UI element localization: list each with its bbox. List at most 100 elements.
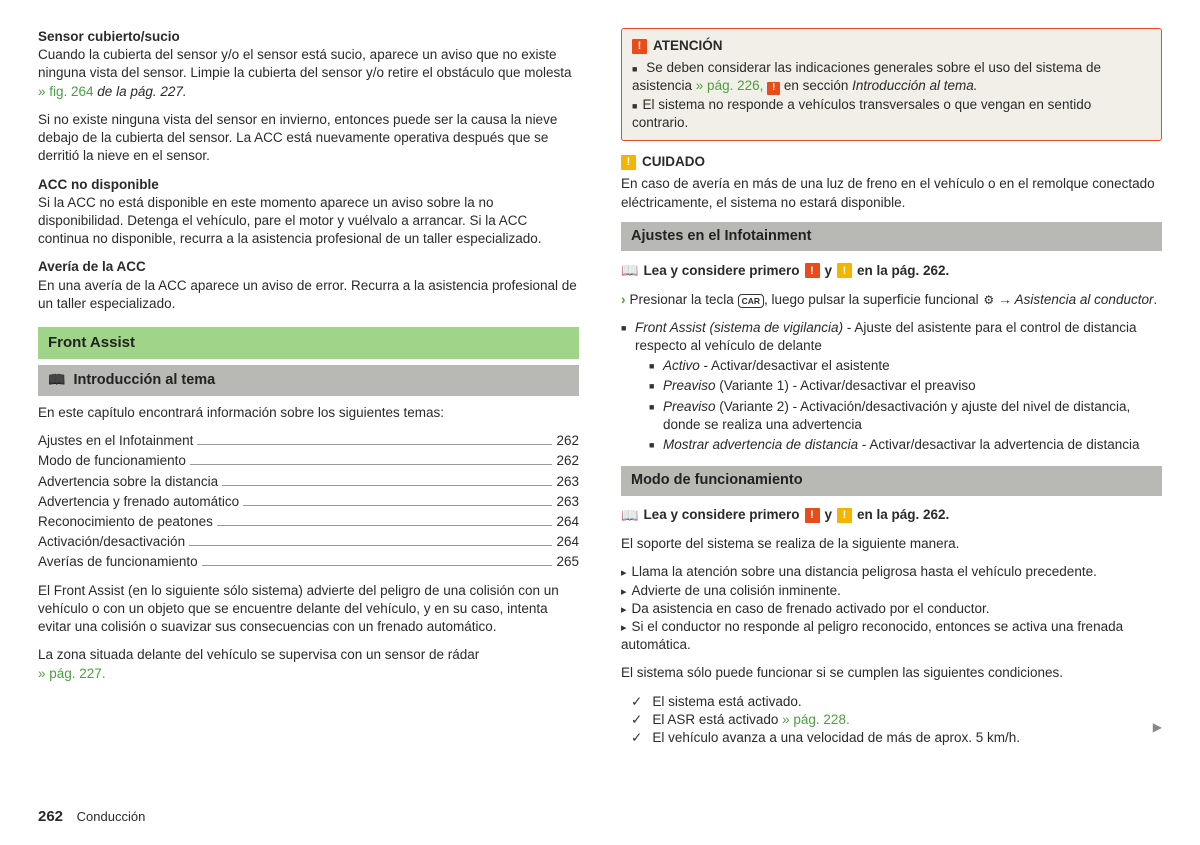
toc-page: 264 — [556, 533, 579, 551]
car-key-icon: CAR — [738, 294, 764, 308]
text: de la pág. 227. — [94, 84, 187, 99]
toc-row[interactable]: Activación/desactivación264 — [38, 533, 579, 551]
list-item: Mostrar advertencia de distancia - Activ… — [649, 436, 1162, 454]
continue-arrow-icon: ▶ — [1153, 719, 1162, 735]
toc-fill — [190, 464, 553, 465]
para-sensor-2: Si no existe ninguna vista del sensor en… — [38, 111, 579, 166]
toc-row[interactable]: Modo de funcionamiento 262 — [38, 452, 579, 470]
cuidado-label: CUIDADO — [642, 153, 705, 171]
toc-row[interactable]: Advertencia sobre la distancia 263 — [38, 473, 579, 491]
cuidado-text: En caso de avería en más de una luz de f… — [621, 175, 1162, 211]
text: Presionar la tecla — [630, 292, 738, 307]
toc-page: 263 — [556, 473, 579, 491]
cond-intro: El sistema sólo puede funcionar si se cu… — [621, 664, 1162, 682]
warning-orange-icon: ! — [805, 508, 820, 523]
text: Preaviso — [663, 378, 716, 393]
warning-orange-icon: ! — [805, 263, 820, 278]
settings-sublist: Activo - Activar/desactivar el asistente… — [649, 357, 1162, 454]
text: - Activar/desactivar el asistente — [700, 358, 890, 373]
atencion-item-2: El sistema no responde a vehículos trans… — [632, 96, 1151, 132]
toc-label: Ajustes en el Infotainment — [38, 432, 193, 450]
text: , luego pulsar la superficie funcional — [764, 292, 982, 307]
toc-label: Averías de funcionamiento — [38, 553, 198, 571]
chevron-icon — [621, 292, 630, 307]
toc-fill — [202, 565, 553, 566]
toc-intro: En este capítulo encontrará información … — [38, 404, 579, 422]
section-front-assist: Front Assist — [38, 327, 579, 359]
list-item: Preaviso (Variante 2) - Activación/desac… — [649, 398, 1162, 434]
cuidado-title: ! CUIDADO — [621, 153, 1162, 171]
page-footer: 262 Conducción — [38, 807, 145, 827]
settings-list: Front Assist (sistema de vigilancia) - A… — [621, 319, 1162, 455]
toc-fill — [197, 444, 552, 445]
para-acc-nd: Si la ACC no está disponible en este mom… — [38, 194, 579, 249]
text: Lea y considere primero — [643, 506, 799, 524]
subsection-intro: Introducción al tema — [38, 365, 579, 396]
text: (Variante 2) - Activación/desactivación … — [663, 399, 1130, 432]
toc-page: 262 — [556, 452, 579, 470]
warning-orange-icon: ! — [632, 39, 647, 54]
text: - Activar/desactivar la advertencia de d… — [858, 437, 1139, 452]
heading-acc-averia: Avería de la ACC — [38, 258, 579, 276]
list-item: Preaviso (Variante 1) - Activar/desactiv… — [649, 377, 1162, 395]
toc-fill — [189, 545, 552, 546]
warning-yellow-icon: ! — [621, 155, 636, 170]
toc-label: Advertencia sobre la distancia — [38, 473, 218, 491]
toc-label: Advertencia y frenado automático — [38, 493, 239, 511]
page-link-227[interactable]: » pág. 227. — [38, 666, 106, 681]
list-item: El ASR está activado » pág. 228. — [631, 711, 1162, 729]
check-icon — [631, 712, 652, 727]
read-first-2: Lea y considere primero ! y ! en la pág.… — [621, 506, 1162, 525]
toc-row[interactable]: Averías de funcionamiento 265 — [38, 553, 579, 571]
toc-fill — [217, 525, 553, 526]
para-frontassist-desc: El Front Assist (en lo siguiente sólo si… — [38, 582, 579, 637]
toc-page: 264 — [556, 513, 579, 531]
atencion-box: ! ATENCIÓN Se deben considerar las indic… — [621, 28, 1162, 141]
text: Asistencia al conductor — [1015, 292, 1154, 307]
cond-list: El sistema está activado. El ASR está ac… — [621, 693, 1162, 748]
toc: Ajustes en el Infotainment262Modo de fun… — [38, 432, 579, 572]
toc-row[interactable]: Reconocimiento de peatones 264 — [38, 513, 579, 531]
page-link-228[interactable]: » pág. 228. — [782, 712, 850, 727]
heading-sensor: Sensor cubierto/sucio — [38, 28, 579, 46]
fig-link[interactable]: » fig. 264 — [38, 84, 94, 99]
heading-acc-nd: ACC no disponible — [38, 176, 579, 194]
text: en sección — [780, 78, 852, 93]
toc-fill — [243, 505, 552, 506]
subsection-title: Ajustes en el Infotainment — [631, 227, 811, 247]
list-item: El vehículo avanza a una velocidad de má… — [631, 729, 1162, 747]
list-item: Front Assist (sistema de vigilancia) - A… — [621, 319, 1162, 455]
press-instruction: Presionar la tecla CAR, luego pulsar la … — [621, 291, 1162, 309]
toc-page: 263 — [556, 493, 579, 511]
text: en la pág. 262. — [857, 506, 949, 524]
warning-yellow-icon: ! — [837, 508, 852, 523]
left-column: Sensor cubierto/sucio Cuando la cubierta… — [38, 28, 579, 747]
text: La zona situada delante del vehículo se … — [38, 647, 479, 662]
subsection-ajustes: Ajustes en el Infotainment — [621, 222, 1162, 252]
para-radar: La zona situada delante del vehículo se … — [38, 646, 579, 682]
modo-intro: El soporte del sistema se realiza de la … — [621, 535, 1162, 553]
book-icon — [48, 370, 65, 391]
list-item: Da asistencia en caso de frenado activad… — [621, 600, 1162, 618]
text: y — [825, 262, 833, 280]
toc-label: Reconocimiento de peatones — [38, 513, 213, 531]
para-sensor-1: Cuando la cubierta del sensor y/o el sen… — [38, 46, 579, 101]
atencion-item-1: Se deben considerar las indicaciones gen… — [632, 59, 1151, 95]
text: Preaviso — [663, 399, 716, 414]
list-item: Si el conductor no responde al peligro r… — [621, 618, 1162, 654]
toc-row[interactable]: Ajustes en el Infotainment262 — [38, 432, 579, 450]
text: en la pág. 262. — [857, 262, 949, 280]
toc-label: Modo de funcionamiento — [38, 452, 186, 470]
para-acc-averia: En una avería de la ACC aparece un aviso… — [38, 277, 579, 313]
text: El ASR está activado — [652, 712, 782, 727]
list-item: Llama la atención sobre una distancia pe… — [621, 563, 1162, 581]
two-column-layout: Sensor cubierto/sucio Cuando la cubierta… — [38, 28, 1162, 747]
atencion-label: ATENCIÓN — [653, 37, 723, 55]
toc-page: 265 — [556, 553, 579, 571]
book-icon — [621, 261, 638, 280]
gear-icon — [982, 292, 995, 307]
list-item: Activo - Activar/desactivar el asistente — [649, 357, 1162, 375]
page-link-226[interactable]: » pág. 226, — [696, 78, 764, 93]
toc-row[interactable]: Advertencia y frenado automático 263 — [38, 493, 579, 511]
text: y — [825, 506, 833, 524]
